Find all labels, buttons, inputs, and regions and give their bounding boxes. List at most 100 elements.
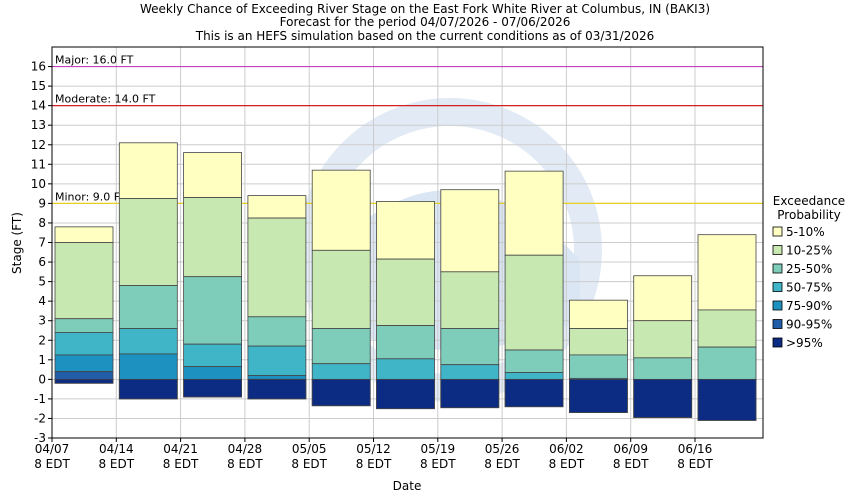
x-tick-time: 8 EDT xyxy=(98,457,134,471)
x-tick-date: 04/07 xyxy=(35,442,70,456)
legend-swatch xyxy=(772,319,783,329)
bar-segment--95- xyxy=(311,378,371,407)
bar-segment-5-10- xyxy=(504,170,564,256)
bar-segment-5-10- xyxy=(569,299,628,329)
bar-segment--95- xyxy=(633,378,693,418)
bar-week-05-19 xyxy=(440,189,500,409)
threshold-label-minor: Minor: 9.0 FT xyxy=(55,190,127,203)
y-tick-label: 10 xyxy=(31,177,46,191)
bar-segment-75-90- xyxy=(183,366,243,381)
x-tick-time: 8 EDT xyxy=(227,457,263,471)
bar-segment-75-90- xyxy=(118,353,178,381)
bar-segment-10-25- xyxy=(569,328,628,356)
bar-segment--95- xyxy=(440,378,500,409)
y-tick-label: 13 xyxy=(31,118,46,132)
bar-segment-10-25- xyxy=(54,242,114,320)
bar-segment-50-75- xyxy=(311,363,371,381)
x-tick-time: 8 EDT xyxy=(163,457,199,471)
threshold-label-major: Major: 16.0 FT xyxy=(55,54,134,67)
y-axis-label: Stage (FT) xyxy=(10,212,24,274)
legend-label: 50-75% xyxy=(786,281,832,295)
bar-segment--95- xyxy=(118,378,178,400)
bar-segment-25-50- xyxy=(504,349,564,373)
bar-segment--95- xyxy=(376,378,435,410)
legend-swatch xyxy=(772,337,783,348)
chart-title: Weekly Chance of Exceeding River Stage o… xyxy=(140,2,710,16)
bar-segment--95- xyxy=(697,378,757,421)
x-tick-date: 05/05 xyxy=(292,442,327,456)
y-tick-label: 6 xyxy=(38,255,46,269)
bar-segment-10-25- xyxy=(247,217,307,318)
bar-segment-10-25- xyxy=(440,271,500,329)
bar-segment--95- xyxy=(183,378,243,398)
bar-segment--95- xyxy=(247,378,307,400)
x-tick-date: 06/16 xyxy=(678,442,713,456)
x-axis-label: Date xyxy=(393,479,422,493)
bar-segment-10-25- xyxy=(633,320,693,359)
x-tick-time: 8 EDT xyxy=(356,457,392,471)
bar-segment-25-50- xyxy=(54,318,114,333)
x-tick-date: 06/02 xyxy=(549,442,584,456)
bar-week-06-16 xyxy=(697,234,757,421)
bar-week-04-14 xyxy=(118,142,178,400)
bar-segment-5-10- xyxy=(247,195,307,219)
x-tick-time: 8 EDT xyxy=(420,457,456,471)
bar-segment-50-75- xyxy=(118,328,178,355)
bar-segment-25-50- xyxy=(569,354,628,379)
legend-title-line-2: Probability xyxy=(777,208,840,222)
bar-segment-5-10- xyxy=(376,201,435,260)
x-tick-date: 05/12 xyxy=(356,442,391,456)
y-tick-label: 16 xyxy=(31,60,46,74)
bar-segment-10-25- xyxy=(183,197,243,278)
y-tick-label: 4 xyxy=(38,294,46,308)
bar-segment-25-50- xyxy=(183,276,243,345)
legend-label: 10-25% xyxy=(786,244,832,258)
legend-label: 5-10% xyxy=(786,225,825,239)
y-tick-label: 3 xyxy=(38,314,46,328)
bar-week-05-26 xyxy=(504,170,564,408)
bar-segment-25-50- xyxy=(118,285,178,329)
legend-swatch xyxy=(772,300,783,311)
y-tick-label: -2 xyxy=(34,411,46,425)
bar-segment--95- xyxy=(54,378,114,384)
x-tick-time: 8 EDT xyxy=(34,457,70,471)
legend-label: 75-90% xyxy=(786,299,832,313)
bar-segment-75-90- xyxy=(54,354,114,372)
y-tick-label: 7 xyxy=(38,236,46,250)
x-tick-time: 8 EDT xyxy=(484,457,520,471)
bar-segment-5-10- xyxy=(440,189,500,273)
threshold-label-moderate: Moderate: 14.0 FT xyxy=(55,93,156,106)
bar-segment-25-50- xyxy=(376,325,435,360)
legend-title-line-1: Exceedance xyxy=(773,194,845,208)
bar-segment-5-10- xyxy=(697,234,757,311)
bar-segment-50-75- xyxy=(54,332,114,356)
x-tick-time: 8 EDT xyxy=(291,457,327,471)
bar-week-05-12 xyxy=(376,201,435,410)
bar-week-04-21 xyxy=(183,152,243,398)
y-tick-label: 12 xyxy=(31,138,46,152)
y-tick-label: 15 xyxy=(31,79,46,93)
bar-segment-25-50- xyxy=(633,357,693,381)
bar-segment-10-25- xyxy=(504,254,564,351)
bar-week-04-07 xyxy=(54,226,114,384)
bar-segment--95- xyxy=(504,378,564,408)
y-tick-label: 5 xyxy=(38,275,46,289)
chart-subtitle-simulation: This is an HEFS simulation based on the … xyxy=(195,29,655,43)
bar-segment--95- xyxy=(569,378,628,413)
plot-border xyxy=(51,46,764,439)
bar-segment-10-25- xyxy=(697,309,757,348)
bar-segment-5-10- xyxy=(633,275,693,322)
bar-segment-25-50- xyxy=(697,346,757,381)
bar-segment-75-90- xyxy=(247,375,307,380)
legend-label: 25-50% xyxy=(786,262,832,276)
y-tick-label: 1 xyxy=(38,353,46,367)
bar-segment-10-25- xyxy=(311,249,371,329)
bar-week-06-02 xyxy=(569,299,628,413)
x-tick-date: 04/21 xyxy=(163,442,198,456)
bar-segment-50-75- xyxy=(183,343,243,368)
x-tick-time: 8 EDT xyxy=(677,457,713,471)
x-tick-date: 04/28 xyxy=(228,442,263,456)
y-tick-label: -1 xyxy=(34,392,46,406)
x-tick-date: 05/19 xyxy=(421,442,456,456)
